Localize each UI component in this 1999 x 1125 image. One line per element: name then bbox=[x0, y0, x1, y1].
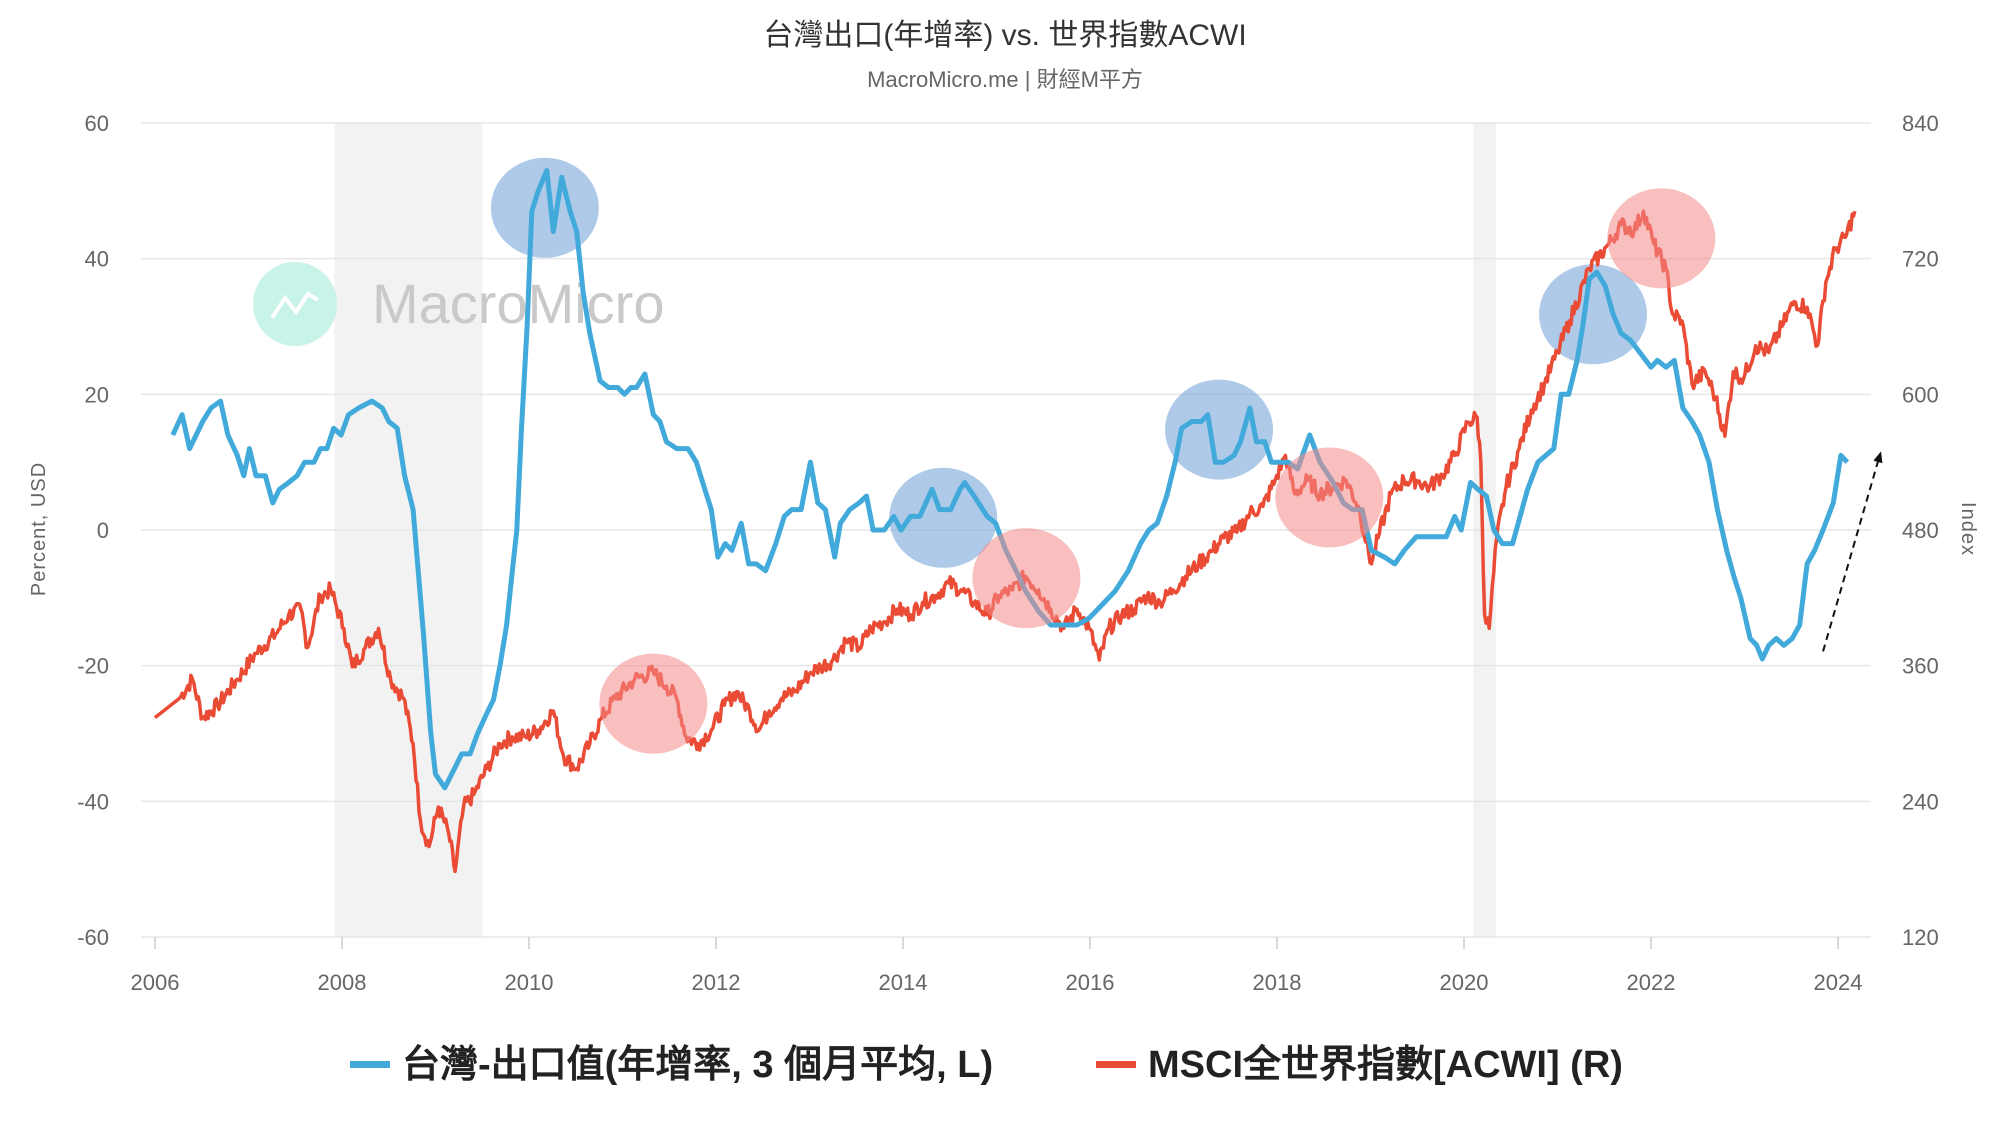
gridlines bbox=[141, 122, 1871, 938]
chart-title: 台灣出口(年增率) vs. 世界指數ACWI bbox=[763, 19, 1246, 52]
arrow-head-icon bbox=[1873, 451, 1883, 464]
y-axis-left-label: Percent, USD bbox=[28, 462, 50, 596]
red-highlight-circle bbox=[1275, 447, 1384, 548]
y-tick-label-right: 360 bbox=[1902, 654, 1939, 679]
legend-item-msci-acwi[interactable]: MSCI全世界指數[ACWI] (R) bbox=[1096, 1043, 1623, 1086]
x-tick-label: 2012 bbox=[692, 970, 741, 995]
y-tick-label-left: -60 bbox=[77, 925, 109, 950]
blue-highlight-circle bbox=[490, 157, 599, 258]
y-axis-right: 840 720 600 480 360 240 120 bbox=[1902, 111, 1939, 950]
y-tick-label-left: 40 bbox=[85, 247, 109, 272]
y-tick-label-right: 240 bbox=[1902, 789, 1939, 814]
watermark: MacroMicro bbox=[253, 262, 664, 346]
red-highlight-circle bbox=[972, 528, 1081, 629]
x-tick-label: 2010 bbox=[505, 970, 554, 995]
red-highlight-circle bbox=[599, 653, 708, 754]
y-tick-label-left: -20 bbox=[77, 654, 109, 679]
y-tick-label-left: 60 bbox=[85, 111, 109, 136]
y-axis-left: 60 40 20 0 -20 -40 -60 bbox=[77, 111, 109, 950]
watermark-text: MacroMicro bbox=[372, 272, 664, 335]
y-tick-label-right: 600 bbox=[1902, 382, 1939, 407]
y-tick-label-left: 0 bbox=[97, 518, 109, 543]
legend-item-taiwan-exports[interactable]: 台灣-出口值(年增率, 3 個月平均, L) bbox=[350, 1044, 993, 1086]
x-tick-label: 2014 bbox=[879, 970, 928, 995]
chart-subtitle: MacroMicro.me | 財經M平方 bbox=[867, 67, 1143, 92]
watermark-logo-icon bbox=[253, 262, 337, 346]
x-tick-label: 2018 bbox=[1253, 970, 1302, 995]
x-axis: 2006 2008 2010 2012 2014 2016 2018 2020 2022 2024 bbox=[131, 937, 1863, 995]
x-tick-label: 2024 bbox=[1814, 970, 1863, 995]
legend-swatch-red bbox=[1096, 1061, 1136, 1068]
trend-arrow bbox=[1822, 451, 1883, 652]
y-tick-label-right: 840 bbox=[1902, 111, 1939, 136]
legend-label-taiwan-exports: 台灣-出口值(年增率, 3 個月平均, L) bbox=[402, 1044, 993, 1086]
x-tick-label: 2008 bbox=[318, 970, 367, 995]
y-tick-label-right: 120 bbox=[1902, 925, 1939, 950]
annotation-circles bbox=[490, 157, 1648, 568]
legend: 台灣-出口值(年增率, 3 個月平均, L) MSCI全世界指數[ACWI] (… bbox=[350, 1043, 1623, 1086]
taiwan-exports-line bbox=[170, 168, 1850, 791]
y-tick-label-left: 20 bbox=[85, 382, 109, 407]
blue-highlight-circle bbox=[1165, 379, 1274, 480]
red-highlight-circle bbox=[1607, 188, 1716, 289]
x-tick-label: 2006 bbox=[131, 970, 180, 995]
legend-label-msci-acwi: MSCI全世界指數[ACWI] (R) bbox=[1148, 1043, 1623, 1086]
y-tick-label-left: -40 bbox=[77, 789, 109, 814]
x-tick-label: 2020 bbox=[1440, 970, 1489, 995]
x-tick-label: 2016 bbox=[1066, 970, 1115, 995]
y-axis-right-label: Index bbox=[1957, 502, 1979, 556]
x-tick-label: 2022 bbox=[1627, 970, 1676, 995]
dashed-arrow-line bbox=[1822, 461, 1879, 652]
y-tick-label-right: 480 bbox=[1902, 518, 1939, 543]
watermark-logo-chart-glyph bbox=[270, 291, 320, 320]
legend-swatch-blue bbox=[350, 1061, 390, 1068]
y-tick-label-right: 720 bbox=[1902, 247, 1939, 272]
blue-highlight-circle bbox=[1539, 264, 1648, 365]
